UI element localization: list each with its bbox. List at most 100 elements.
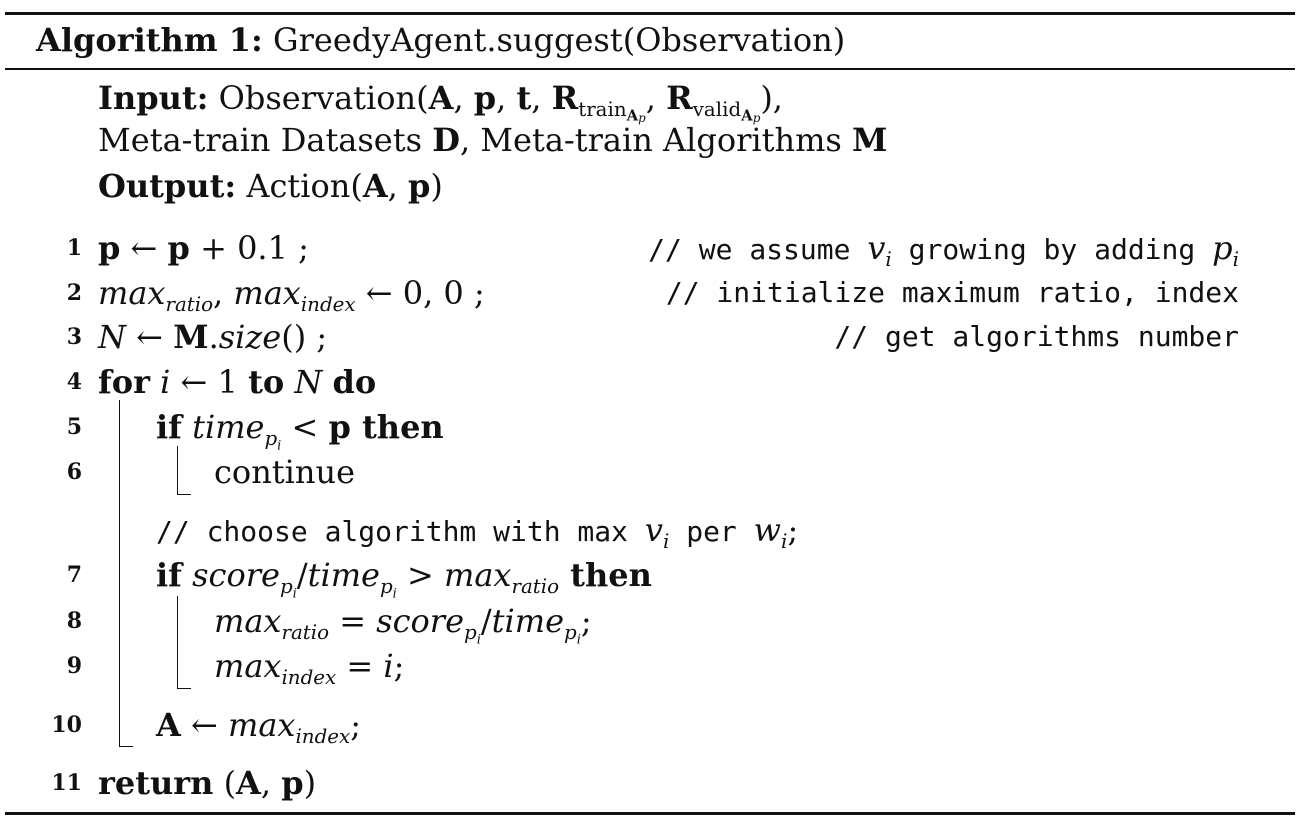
input-valid-sub: valid — [692, 97, 742, 121]
sym-p: p — [281, 764, 304, 802]
sym-i: i — [160, 363, 171, 401]
line-number: 8 — [66, 608, 82, 634]
line-1-comment: // we assume vi growing by adding pi — [648, 228, 1239, 279]
line-3-code: N ← M.size() ; — [98, 317, 327, 357]
arrow: ← — [120, 229, 168, 267]
if-block-bar-2 — [177, 596, 178, 688]
input-algorithms-text: , Meta-train Algorithms — [459, 121, 853, 159]
sym-max: max — [214, 647, 282, 685]
sub-p: p — [264, 426, 278, 450]
sub-p: p — [464, 620, 477, 644]
keyword-if: if — [156, 408, 182, 446]
subsub-i: i — [576, 632, 581, 648]
sym-v: v — [644, 511, 663, 549]
keyword-for: for — [98, 363, 150, 401]
line-7-code: if scorepi/timepi > maxratio then — [156, 555, 652, 615]
sub-ratio: ratio — [281, 620, 330, 644]
sub-p: p — [379, 574, 393, 598]
keyword-do: do — [332, 363, 377, 401]
input-train-sub: train — [578, 97, 627, 121]
sym-p: p — [98, 229, 121, 267]
line-number: 2 — [66, 280, 82, 306]
line-1-code: p ← p + 0.1 ; — [98, 228, 309, 268]
sub-p: p — [564, 620, 577, 644]
sym-size: size — [218, 318, 282, 356]
input-label: Input: — [98, 79, 209, 117]
sym-v: v — [867, 229, 886, 267]
sub-p: p — [279, 574, 293, 598]
line-number: 5 — [66, 414, 82, 440]
sub-i: i — [1232, 247, 1239, 271]
line-9-code: maxindex = i; — [214, 646, 404, 698]
line-2-code: maxratio, maxindex ← 0, 0 ; — [98, 273, 485, 325]
sym-max: max — [214, 602, 282, 640]
output-close: ) — [430, 167, 443, 205]
top-rule — [5, 12, 1295, 15]
output-line: Output: Action(A, p) — [98, 167, 443, 205]
output-label: Output: — [98, 167, 237, 205]
comment-text: // get algorithms number — [834, 320, 1239, 353]
sym-score: score — [376, 602, 465, 640]
arrow: ← — [126, 318, 174, 356]
sym-p: p — [167, 229, 190, 267]
input-line: Input: Observation(A, p, t, RtrainAp, Rv… — [98, 79, 783, 125]
comment-text: // choose algorithm with max — [156, 515, 645, 548]
arrow-one: ← 1 — [170, 363, 249, 401]
sub-ratio: ratio — [165, 292, 214, 316]
input-sym-R-train: R — [551, 79, 579, 117]
sym-time: time — [307, 556, 380, 594]
line-2-comment: // initialize maximum ratio, index — [666, 273, 1239, 313]
sym-time: time — [491, 602, 565, 640]
code-rest: + 0.1 ; — [189, 229, 309, 267]
keyword-return: return — [98, 764, 214, 802]
keyword-then: then — [559, 556, 652, 594]
sym-A: A — [156, 706, 181, 744]
sym-i: i — [383, 647, 394, 685]
sub-i: i — [662, 529, 670, 553]
line-4-code: for i ← 1 to N do — [98, 362, 376, 402]
sym-N: N — [284, 363, 333, 401]
line-number: 4 — [66, 369, 82, 395]
line-number: 6 — [66, 459, 82, 485]
choose-comment: // choose algorithm with max vi per wi; — [156, 510, 798, 561]
sub-index: index — [281, 665, 337, 689]
comment-text: // initialize maximum ratio, index — [665, 276, 1239, 309]
slash: / — [480, 602, 492, 640]
sym-p: p — [1212, 229, 1233, 267]
semicolon: ; — [393, 647, 405, 685]
sym-max: max — [227, 706, 296, 744]
input-sym-t: t — [516, 79, 532, 117]
line-11-code: return (A, p) — [98, 763, 316, 803]
comma: , — [260, 764, 282, 802]
equals: = — [329, 602, 377, 640]
sym-N: N — [98, 318, 126, 356]
subsub-i: i — [292, 586, 297, 602]
input-train-subsub-A: A — [626, 106, 639, 125]
code-rest: () ; — [281, 318, 328, 356]
output-sym-p: p — [407, 167, 431, 205]
algorithm-label: Algorithm 1: — [36, 21, 263, 59]
input-train-subsub-p: p — [638, 110, 646, 125]
keyword-continue: continue — [214, 453, 356, 491]
sub-index: index — [300, 292, 356, 316]
arrow: ← — [180, 706, 228, 744]
less-than: < — [281, 408, 329, 446]
subsub-i: i — [392, 586, 397, 602]
algorithm-header: Algorithm 1: GreedyAgent.suggest(Observa… — [36, 20, 845, 60]
sym-max: max — [444, 556, 512, 594]
sub-ratio: ratio — [511, 574, 560, 598]
input-sym-p: p — [473, 79, 497, 117]
code-rest: ← 0, 0 ; — [355, 274, 485, 312]
line-number: 3 — [66, 324, 82, 350]
sym-score: score — [192, 556, 280, 594]
output-sym-A: A — [362, 167, 388, 205]
for-block-bar — [119, 400, 120, 746]
line-6-code: continue — [214, 452, 355, 492]
semicolon: ; — [787, 511, 799, 549]
input-sym-M: M — [852, 121, 888, 159]
dot: . — [208, 318, 219, 356]
sym-max: max — [233, 274, 301, 312]
for-block-end — [119, 746, 133, 747]
line-number: 10 — [51, 712, 82, 738]
comma: , — [213, 274, 234, 312]
